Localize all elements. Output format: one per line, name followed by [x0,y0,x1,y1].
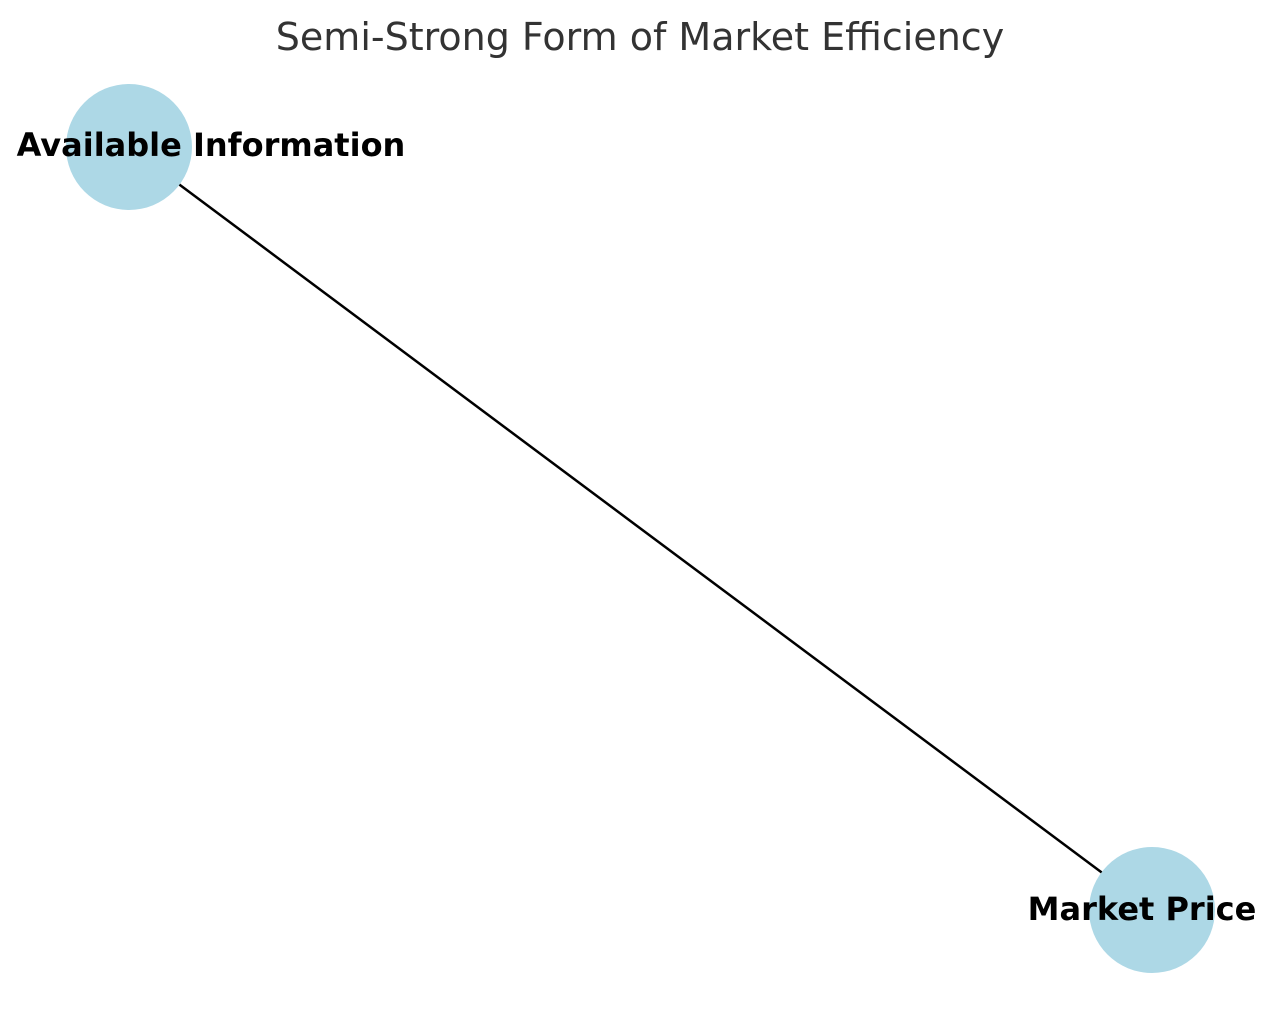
diagram-title: Semi-Strong Form of Market Efficiency [276,15,1004,59]
node-market-price-circle [1089,847,1215,973]
edge-available-information-to-market-price [128,145,1153,912]
node-market-price: Market Price [1028,847,1257,973]
node-available-information-label: Available Information [17,126,406,164]
node-available-information-circle [66,84,192,210]
node-market-price-label: Market Price [1028,890,1257,928]
node-available-information: Available Information [17,84,406,210]
